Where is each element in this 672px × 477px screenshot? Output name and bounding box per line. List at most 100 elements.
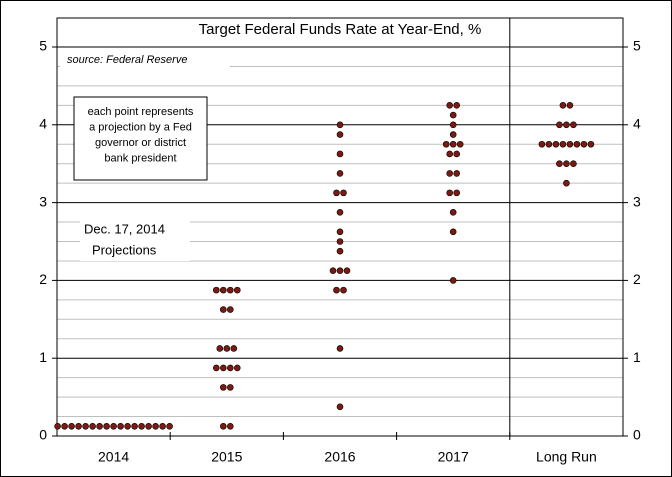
dot	[227, 422, 234, 430]
dot	[333, 189, 340, 197]
dot	[559, 140, 567, 148]
dot	[227, 286, 234, 294]
dot	[449, 131, 457, 138]
dot	[449, 121, 457, 129]
dot	[54, 422, 61, 430]
dot	[213, 286, 220, 294]
dot	[453, 102, 461, 109]
date-label: Dec. 17, 2014	[84, 221, 165, 236]
dot	[449, 228, 457, 236]
x-tick-label: 2016	[324, 449, 355, 465]
dot	[234, 286, 241, 294]
dot	[343, 267, 351, 274]
dot	[220, 364, 227, 372]
dot	[336, 267, 344, 274]
dot	[333, 286, 340, 294]
dot	[82, 422, 89, 430]
y2-tick-label: 5	[633, 38, 641, 54]
dot	[442, 140, 450, 148]
note-line: bank president	[104, 152, 176, 164]
dot	[449, 209, 457, 216]
dot	[340, 189, 347, 197]
dot	[336, 121, 344, 129]
dot	[453, 150, 461, 158]
dot	[446, 102, 454, 109]
dot	[336, 131, 344, 138]
y2-tick-label: 0	[633, 427, 641, 443]
dot	[538, 140, 546, 148]
dot	[563, 179, 570, 187]
x-tick-label: 2015	[211, 449, 242, 465]
dot	[227, 384, 234, 391]
dot	[227, 364, 234, 372]
dot	[446, 150, 454, 158]
dot	[336, 228, 344, 236]
dot	[96, 422, 103, 430]
x-tick-label: 2014	[98, 449, 129, 465]
dot	[230, 345, 238, 352]
date-sublabel: Projections	[92, 242, 157, 257]
dot	[336, 170, 344, 177]
dot	[166, 422, 173, 430]
y-tick-label: 2	[39, 271, 47, 287]
source-note: source: Federal Reserve	[67, 54, 187, 66]
dot	[566, 102, 574, 109]
dot	[89, 422, 96, 430]
dot	[159, 422, 166, 430]
dot	[559, 102, 567, 109]
dot	[227, 306, 234, 313]
dot	[336, 238, 344, 245]
y-tick-label: 1	[39, 349, 47, 365]
dot	[566, 140, 574, 148]
note-line: a projection by a Fed	[89, 121, 192, 133]
dot	[336, 150, 344, 158]
dot	[456, 140, 464, 148]
dot	[117, 422, 124, 430]
date-bg	[80, 221, 190, 261]
dot	[110, 422, 117, 430]
dot	[340, 286, 347, 294]
dot	[336, 247, 344, 255]
dot	[329, 267, 337, 274]
dot	[580, 140, 588, 148]
dot	[138, 422, 145, 430]
dot	[223, 345, 231, 352]
x-tick-label: Long Run	[536, 449, 597, 465]
dot	[336, 403, 344, 411]
dot	[336, 209, 344, 216]
dot	[570, 160, 577, 167]
dot	[220, 286, 227, 294]
y2-tick-label: 1	[633, 349, 641, 365]
dot	[220, 422, 227, 430]
note-line: governor or district	[95, 137, 186, 149]
dot	[446, 170, 454, 177]
dot	[61, 422, 68, 430]
y2-tick-label: 3	[633, 193, 641, 209]
dot	[556, 121, 563, 129]
dot	[587, 140, 595, 148]
dot	[68, 422, 75, 430]
x-tick-label: 2017	[438, 449, 469, 465]
dot	[124, 422, 131, 430]
dot	[75, 422, 82, 430]
y2-tick-label: 4	[633, 116, 641, 132]
y-tick-label: 0	[39, 427, 47, 443]
dot	[453, 189, 461, 197]
y-tick-label: 4	[39, 116, 47, 132]
dot	[336, 345, 344, 352]
dot	[103, 422, 110, 430]
y2-tick-label: 2	[633, 271, 641, 287]
dot	[234, 364, 241, 372]
note-box	[73, 96, 208, 181]
dot	[216, 345, 224, 352]
y-tick-label: 3	[39, 193, 47, 209]
dot	[545, 140, 553, 148]
dot	[449, 277, 457, 284]
chart-title: Target Federal Funds Rate at Year-End, %	[199, 21, 482, 38]
dot	[220, 306, 227, 313]
dot	[563, 121, 570, 129]
dot	[570, 121, 577, 129]
note-line: each point represents	[88, 106, 194, 118]
dot	[131, 422, 138, 430]
